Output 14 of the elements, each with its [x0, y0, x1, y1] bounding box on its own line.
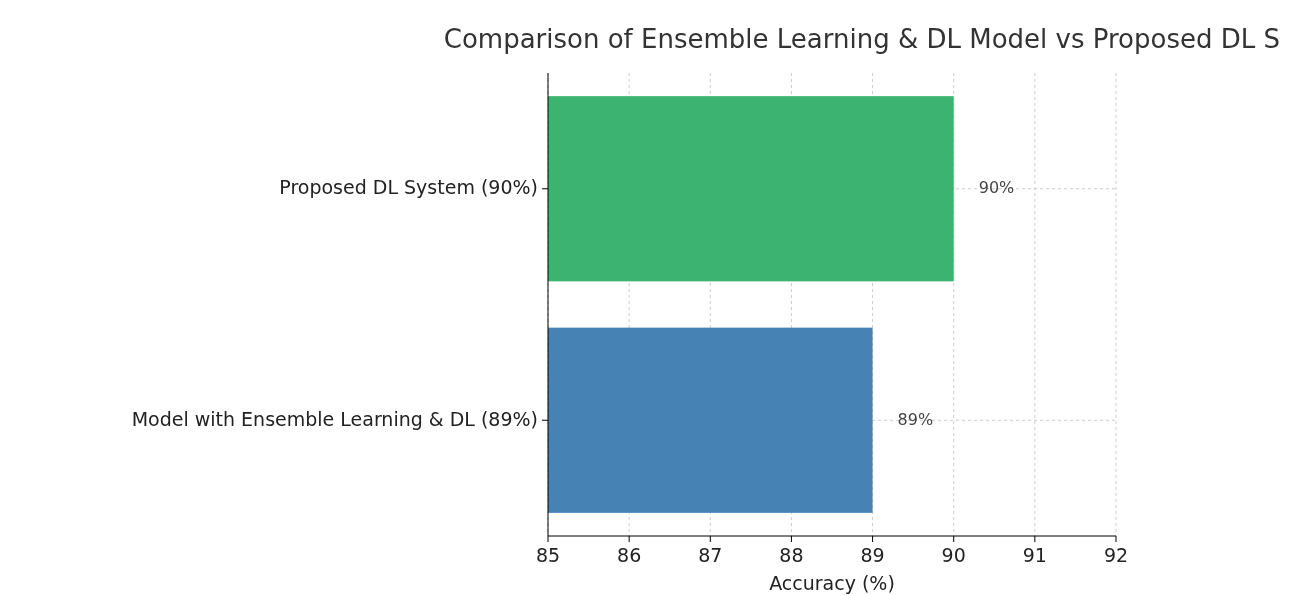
- data-label: 90%: [978, 178, 1015, 198]
- y-tick-label: Model with Ensemble Learning & DL (89%): [131, 407, 538, 430]
- x-tick-label: 92: [1103, 544, 1129, 566]
- x-tick-label: 87: [698, 544, 723, 566]
- data-label: 89%: [897, 409, 934, 429]
- x-tick-label: 85: [535, 544, 561, 566]
- x-axis-title: Accuracy (%): [769, 572, 895, 594]
- x-tick-label: 88: [779, 544, 804, 566]
- x-tick-label: 90: [941, 544, 966, 566]
- x-tick-label: 86: [617, 544, 642, 566]
- x-tick-label: 89: [860, 544, 885, 566]
- chart-title: Comparison of Ensemble Learning & DL Model vs Proposed DL S: [443, 24, 1280, 54]
- x-tick-label: 91: [1022, 544, 1047, 566]
- y-tick-label: Proposed DL System (90%): [279, 176, 538, 199]
